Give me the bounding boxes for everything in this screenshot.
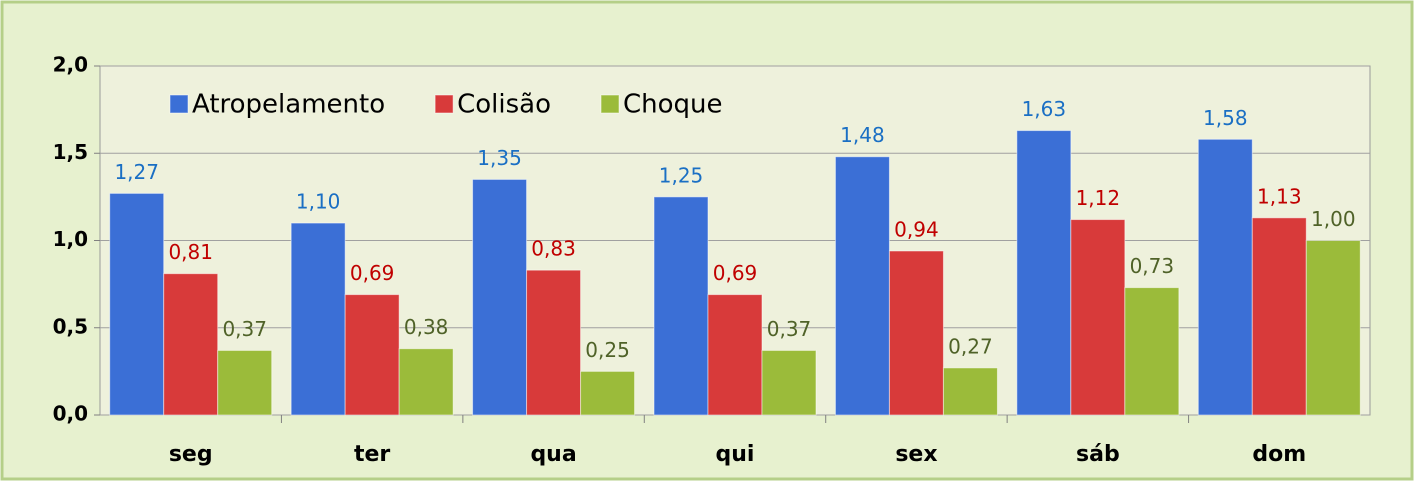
y-tick-label: 1,5 [53,140,88,164]
value-label: 0,38 [404,315,449,339]
value-label: 1,13 [1257,184,1302,208]
value-label: 0,27 [948,334,993,358]
bar [942,367,998,416]
bar [290,222,346,416]
x-tick-label: seg [169,442,213,467]
value-label: 1,00 [1311,207,1356,231]
bar [580,370,636,416]
value-label: 0,37 [222,317,267,341]
x-tick-label: ter [354,442,390,467]
bar [761,349,817,416]
legend-label: Choque [623,90,723,120]
bar [163,273,219,416]
y-tick-label: 1,0 [53,227,88,251]
legend-swatch [169,94,189,114]
legend-swatch [600,94,620,114]
value-label: 0,69 [350,261,395,285]
bar [1124,287,1180,416]
bar [109,192,165,416]
bar [344,294,400,416]
legend-swatch [434,94,454,114]
bar [1016,130,1072,416]
bar [653,196,709,416]
bar [398,348,454,416]
y-tick-label: 2,0 [53,53,88,77]
bar [707,294,763,416]
bar [834,156,890,416]
value-label: 0,83 [531,237,576,261]
value-label: 1,35 [477,146,522,170]
value-label: 0,69 [713,261,758,285]
x-tick-label: sáb [1076,442,1120,467]
value-label: 1,10 [296,190,341,214]
bar [1070,219,1126,416]
bar [526,269,582,416]
bar [1251,217,1307,416]
y-tick-label: 0,5 [53,314,88,338]
bar [472,178,528,416]
legend-label: Colisão [457,90,551,120]
value-label: 0,81 [168,240,213,264]
value-label: 0,73 [1130,254,1175,278]
x-tick-label: sex [895,442,937,467]
x-tick-label: qui [716,442,755,467]
value-label: 1,63 [1022,97,1067,121]
value-label: 1,27 [114,160,159,184]
bar [1197,138,1253,416]
bar [888,250,944,416]
value-label: 0,94 [894,217,939,241]
value-label: 0,25 [585,338,630,362]
legend-label: Atropelamento [192,90,385,120]
bar [1305,240,1361,416]
value-label: 1,12 [1076,186,1121,210]
y-tick-label: 0,0 [53,402,88,426]
value-label: 0,37 [767,317,812,341]
value-label: 1,48 [840,123,885,147]
value-label: 1,58 [1203,106,1248,130]
x-tick-label: qua [530,442,576,467]
bar [217,349,273,416]
x-tick-label: dom [1252,442,1306,467]
value-label: 1,25 [659,163,704,187]
